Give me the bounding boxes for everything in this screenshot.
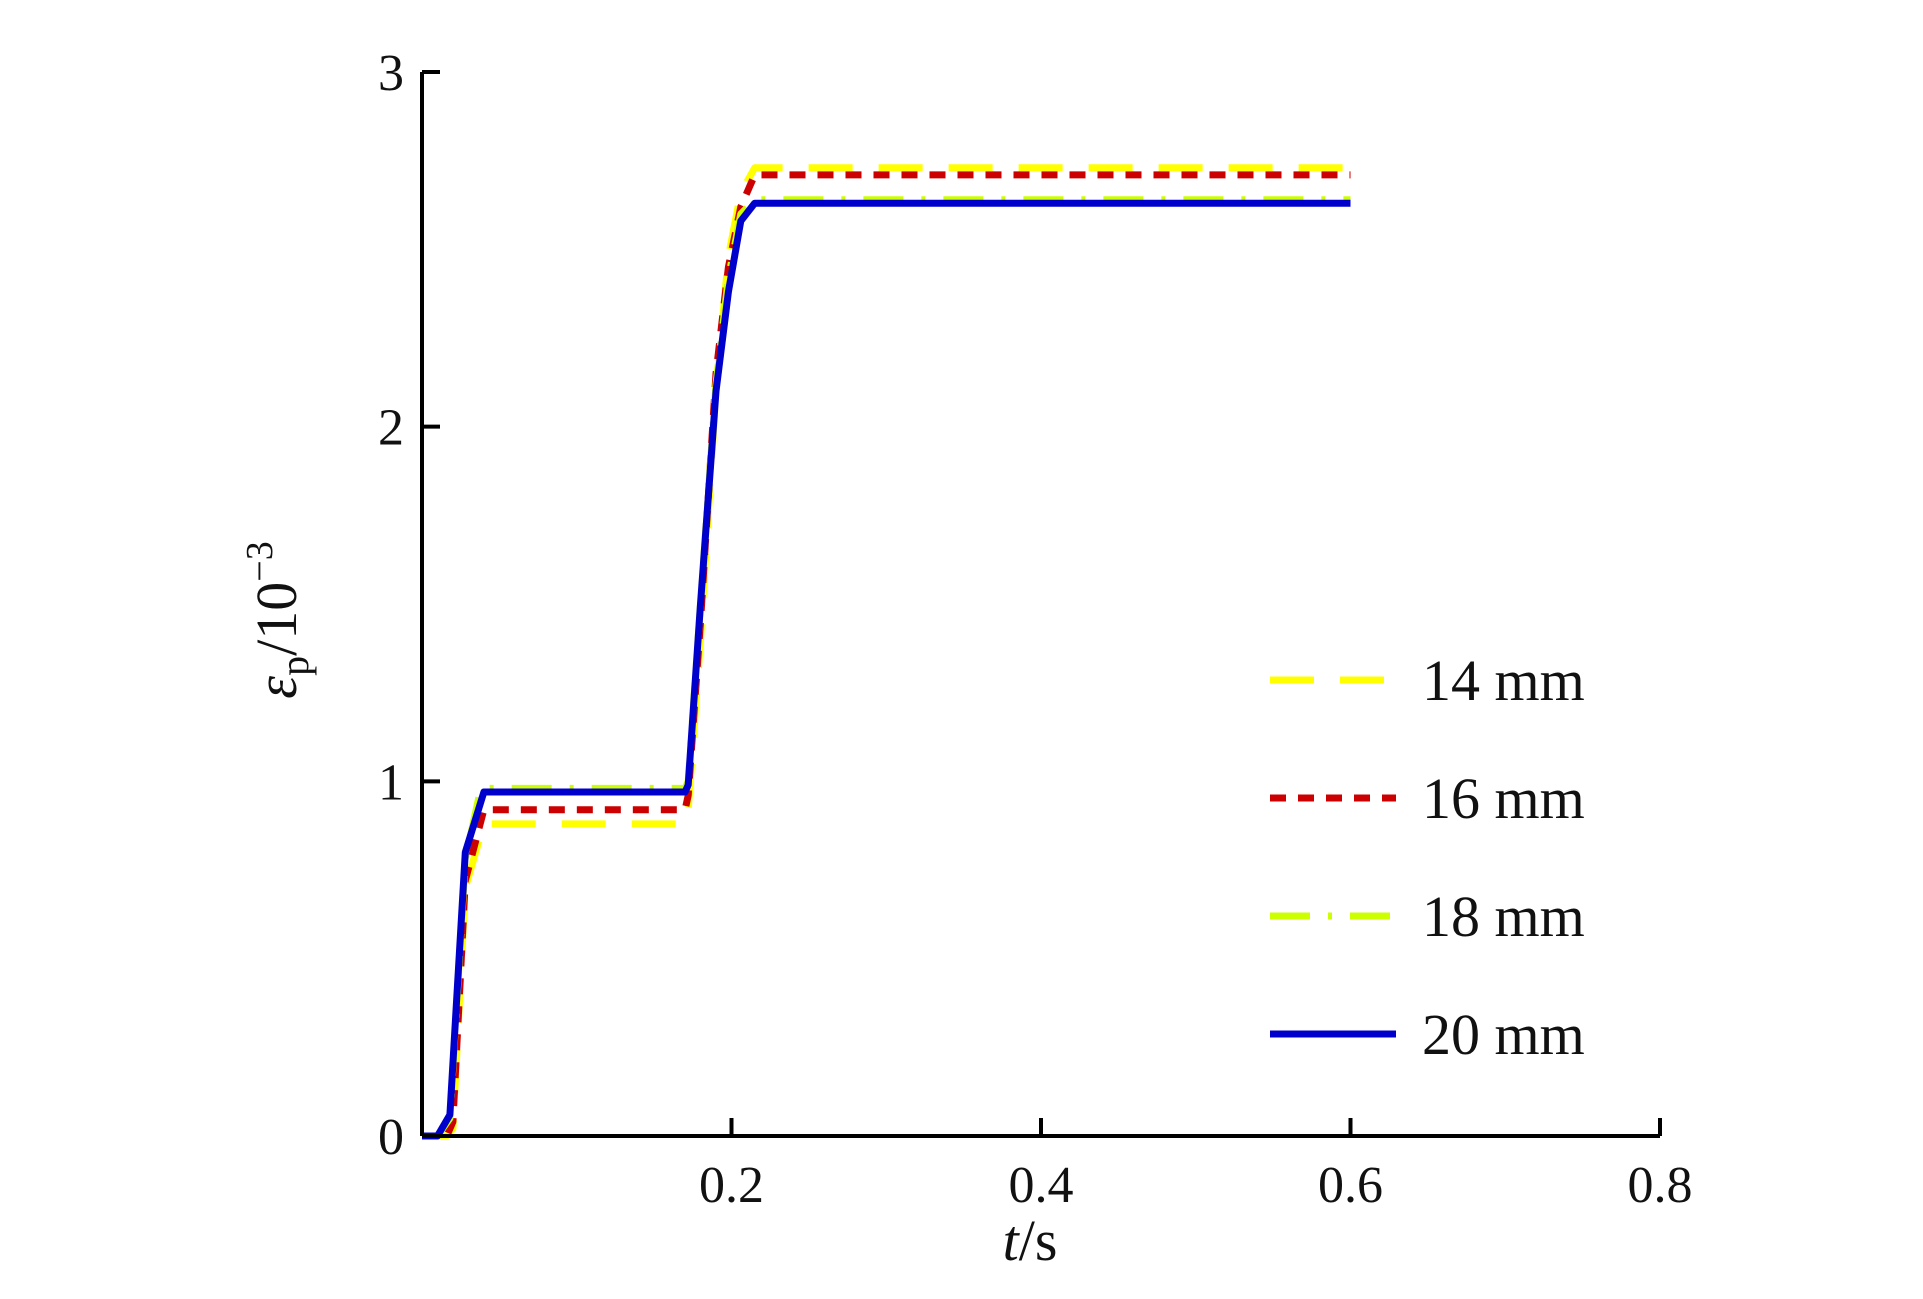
y-tick-label: 3	[378, 45, 404, 102]
plot-area: 0 1 2 3 0.2 0.4 0.6 0.8	[378, 45, 1693, 1214]
y-tick-label: 0	[378, 1109, 404, 1166]
series-layer	[422, 164, 1351, 1140]
series-line-18-mm	[422, 196, 1351, 1140]
x-axis-title-variable: t	[1003, 1208, 1021, 1273]
series-line-20-mm	[422, 199, 1351, 1140]
x-tick-label: 0.2	[699, 1157, 764, 1214]
series-line-16-mm	[422, 171, 1351, 1140]
y-axis-title-subscript: p	[272, 656, 317, 676]
y-axis-title-superscript: −3	[239, 541, 281, 581]
x-tick-label: 0.8	[1628, 1157, 1693, 1214]
legend-label: 16 mm	[1422, 766, 1585, 831]
legend-label: 14 mm	[1422, 648, 1585, 713]
legend: 14 mm 16 mm 18 mm 20 mm	[1270, 648, 1585, 1067]
legend-label: 20 mm	[1422, 1002, 1585, 1067]
series-line-14-mm	[422, 164, 1351, 1140]
x-axis-title-unit: /s	[1019, 1208, 1058, 1273]
y-tick-label: 2	[378, 400, 404, 457]
legend-label: 18 mm	[1422, 884, 1585, 949]
x-tick-label: 0.6	[1318, 1157, 1383, 1214]
y-axis-title: εp/10−3	[239, 541, 317, 698]
y-tick-label: 1	[378, 754, 404, 811]
y-axis-ticks: 0 1 2 3	[378, 45, 440, 1166]
x-tick-label: 0.4	[1009, 1157, 1074, 1214]
x-axis-ticks: 0.2 0.4 0.6 0.8	[699, 1118, 1693, 1214]
x-axis-title: t/s	[1003, 1208, 1058, 1273]
y-axis-title-symbol: ε	[244, 676, 309, 699]
y-axis-title-mid: /10	[244, 582, 309, 656]
